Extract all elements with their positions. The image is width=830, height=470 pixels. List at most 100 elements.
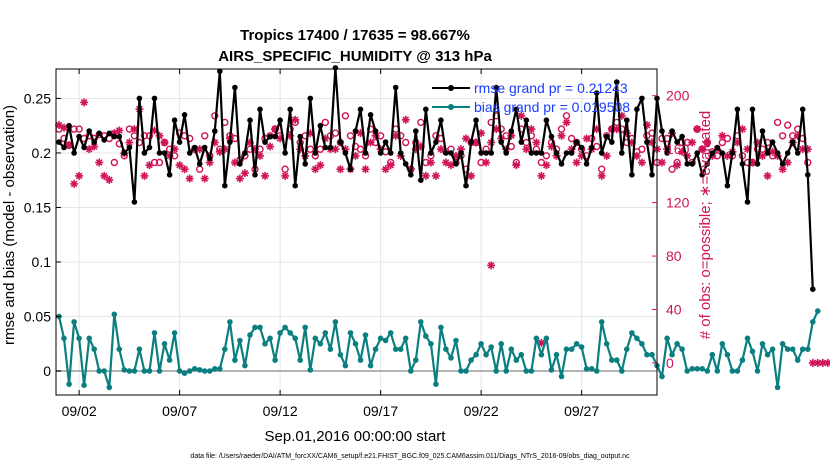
rmse-point	[71, 150, 77, 156]
rmse-point	[739, 161, 746, 167]
rmse-point	[473, 117, 479, 123]
rmse-point	[372, 128, 379, 134]
obs-evaluated-marker	[582, 134, 591, 143]
legend-bias-label: bias grand pr = 0.019508	[474, 99, 630, 115]
bias-point	[714, 368, 721, 374]
bias-point	[759, 341, 766, 347]
obs-possible-marker	[321, 118, 329, 127]
bias-point	[116, 346, 123, 353]
rmse-point	[418, 177, 424, 183]
bias-point	[332, 319, 339, 325]
obs-evaluated-marker	[658, 158, 667, 167]
obs-possible-marker	[155, 158, 164, 167]
obs-evaluated-marker	[693, 125, 702, 134]
obs-possible-marker	[195, 165, 204, 173]
bias-point	[408, 368, 414, 374]
bias-point	[483, 351, 489, 358]
obs-possible-marker	[346, 132, 355, 140]
bias-point	[598, 319, 605, 325]
rmse-point	[387, 150, 394, 156]
rmse-point	[453, 161, 459, 167]
obs-evaluated-marker	[70, 179, 79, 188]
rmse-point	[614, 79, 620, 85]
bias-point	[774, 384, 781, 391]
rmse-point	[458, 150, 464, 156]
rmse-point	[312, 150, 319, 156]
rmse-point	[408, 172, 414, 178]
rmse-point	[513, 106, 520, 113]
rmse-point	[86, 128, 92, 134]
bias-point	[372, 346, 379, 353]
bias-point	[639, 341, 645, 347]
rmse-point	[282, 150, 288, 156]
obs-evaluated-marker	[537, 171, 546, 180]
y-right-tick-label: 40	[666, 301, 682, 317]
y-right-tick-label: 200	[666, 88, 690, 104]
obs-evaluated-marker	[688, 138, 697, 147]
bias-point	[739, 357, 746, 363]
rmse-point	[789, 139, 796, 145]
bias-point	[588, 366, 595, 372]
rmse-point	[558, 161, 565, 167]
obs-possible-marker	[341, 112, 350, 120]
obs-evaluated-marker	[436, 145, 445, 154]
bias-point	[754, 368, 761, 374]
bias-point	[91, 346, 97, 353]
x-tick-label: 09/02	[62, 403, 97, 419]
bias-point	[453, 337, 459, 344]
y-left-tick-label: 0.1	[32, 254, 52, 270]
rmse-point	[146, 144, 153, 151]
rmse-point	[267, 133, 273, 140]
bias-point	[614, 357, 620, 363]
rmse-point	[392, 84, 399, 91]
rmse-point	[402, 161, 409, 167]
rmse-point	[563, 150, 570, 156]
series-layer	[55, 65, 830, 391]
bias-point	[433, 381, 439, 387]
rmse-point	[543, 117, 550, 123]
obs-evaluated-marker	[401, 115, 410, 124]
bias-point	[533, 335, 540, 342]
obs-possible-marker	[200, 132, 209, 140]
rmse-point	[548, 133, 555, 140]
bias-point	[111, 311, 118, 318]
obs-evaluated-marker	[472, 138, 481, 147]
rmse-point	[498, 139, 505, 145]
rmse-point	[794, 150, 801, 156]
rmse-point	[166, 172, 173, 178]
obs-evaluated-marker	[562, 118, 571, 127]
rmse-point	[136, 95, 143, 102]
obs-possible-marker	[402, 138, 410, 147]
obs-possible-marker	[784, 121, 792, 129]
obs-evaluated-marker	[235, 174, 244, 183]
rmse-point	[377, 150, 384, 156]
bias-point	[392, 346, 399, 353]
obs-evaluated-marker	[763, 171, 772, 180]
rmse-point	[553, 150, 560, 156]
bias-point	[493, 368, 500, 374]
plot-frame	[55, 68, 658, 396]
obs-evaluated-marker	[75, 171, 84, 180]
obs-possible-marker	[356, 145, 365, 153]
rmse-point	[106, 130, 113, 137]
bias-point	[362, 332, 369, 338]
rmse-point	[116, 133, 123, 140]
obs-evaluated-marker	[462, 134, 471, 143]
obs-evaluated-marker	[517, 111, 526, 120]
obs-evaluated-marker	[718, 131, 727, 140]
obs-possible-marker	[668, 165, 676, 173]
rmse-point	[111, 133, 118, 140]
obs-possible-marker	[567, 134, 576, 143]
obs-evaluated-marker	[316, 161, 325, 170]
bias-point	[779, 341, 786, 347]
obs-evaluated-marker	[426, 158, 435, 167]
rmse-point	[367, 112, 374, 118]
rmse-point	[639, 95, 645, 102]
x-tick-label: 09/12	[263, 403, 298, 419]
obs-evaluated-marker	[240, 169, 249, 178]
bias-point	[156, 368, 163, 374]
obs-evaluated-marker	[597, 171, 606, 180]
rmse-point	[397, 150, 404, 156]
bias-point	[262, 341, 268, 347]
